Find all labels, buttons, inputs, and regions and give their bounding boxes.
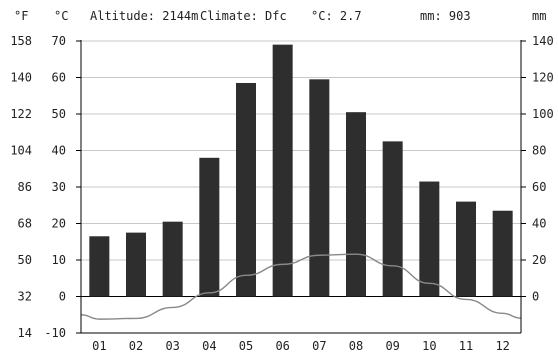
precipitation-bar: [199, 157, 220, 297]
celsius-tick-label: 30: [52, 180, 66, 194]
temperature-line: [80, 253, 522, 320]
month-label: 04: [202, 339, 216, 353]
climate-label: Climate: Dfc: [200, 9, 287, 23]
celsius-tick-label: 0: [59, 290, 66, 304]
fahrenheit-tick-label: 140: [10, 71, 32, 85]
celsius-tick-label: 60: [52, 71, 66, 85]
month-label: 01: [92, 339, 106, 353]
temperature-curve: [80, 253, 522, 320]
fahrenheit-unit-label: °F: [14, 9, 28, 23]
fahrenheit-tick-label: 158: [10, 34, 32, 48]
precipitation-tick-label: 60: [532, 180, 546, 194]
precipitation-bar: [419, 181, 440, 297]
celsius-tick-label: 10: [52, 253, 66, 267]
precipitation-tick-label: 20: [532, 253, 546, 267]
month-label: 07: [312, 339, 326, 353]
precipitation-tick-label: 40: [532, 217, 546, 231]
millimeter-unit-label: mm: [532, 9, 546, 23]
precipitation-bar: [456, 201, 476, 297]
month-label: 12: [495, 339, 509, 353]
precipitation-bar: [89, 236, 110, 297]
month-label: 11: [459, 339, 473, 353]
precipitation-bar: [126, 232, 146, 297]
precipitation-bar: [309, 79, 330, 297]
fahrenheit-tick-label: 50: [18, 253, 32, 267]
precipitation-tick-label: 100: [532, 107, 554, 121]
fahrenheit-tick-label: 68: [18, 217, 32, 231]
celsius-tick-label: 20: [52, 217, 66, 231]
month-label: 06: [275, 339, 289, 353]
fahrenheit-tick-label: 86: [18, 180, 32, 194]
precipitation-bar: [346, 112, 366, 297]
precipitation-bars: [89, 44, 513, 297]
fahrenheit-tick-label: 122: [10, 107, 32, 121]
celsius-tick-label: 40: [52, 144, 66, 158]
month-label: 05: [239, 339, 253, 353]
celsius-unit-label: °C: [54, 9, 68, 23]
precipitation-tick-label: 80: [532, 144, 546, 158]
precipitation-bar: [272, 44, 293, 297]
fahrenheit-tick-label: 32: [18, 290, 32, 304]
fahrenheit-tick-label: 104: [10, 144, 32, 158]
month-label: 10: [422, 339, 436, 353]
month-label: 09: [385, 339, 399, 353]
grid-lines: [81, 40, 521, 334]
axes: [76, 40, 526, 334]
precipitation-tick-label: 0: [532, 290, 539, 304]
fahrenheit-tick-label: 14: [18, 326, 32, 340]
precipitation-bar: [382, 141, 403, 297]
celsius-tick-label: 70: [52, 34, 66, 48]
altitude-label: Altitude: 2144m: [90, 9, 198, 23]
precipitation-bar: [492, 210, 513, 297]
celsius-tick-label: 50: [52, 107, 66, 121]
celsius-tick-label: -10: [44, 326, 66, 340]
precipitation-tick-label: 120: [532, 71, 554, 85]
total-precipitation-label: mm: 903: [420, 9, 471, 23]
tick-labels: -100102030405060701432506886104122140158…: [10, 34, 553, 353]
precipitation-bar: [162, 221, 183, 297]
precipitation-tick-label: 140: [532, 34, 554, 48]
month-label: 02: [129, 339, 143, 353]
month-label: 08: [349, 339, 363, 353]
precipitation-bar: [236, 82, 256, 297]
month-label: 03: [165, 339, 179, 353]
mean-temperature-label: °C: 2.7: [311, 9, 362, 23]
